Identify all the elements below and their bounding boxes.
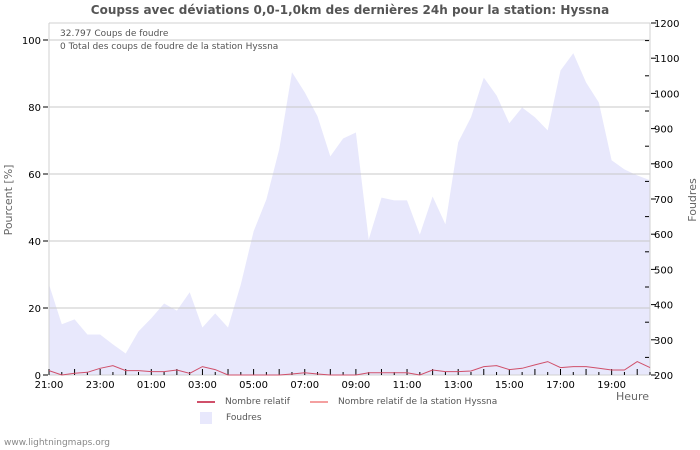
right-tick-label: 200 — [654, 371, 673, 382]
legend-strikes: Foudres — [197, 412, 262, 424]
legend-strikes-label: Foudres — [226, 413, 262, 423]
right-tick-label: 400 — [654, 301, 673, 312]
legend-station-relative: Nombre relatif de la station Hyssna — [310, 397, 497, 407]
legend-relative-swatch — [197, 401, 215, 403]
right-axis-title: Foudres — [686, 178, 699, 222]
legend-relative-label: Nombre relatif — [225, 397, 290, 407]
left-tick-label: 80 — [28, 103, 41, 114]
x-tick-label: 05:00 — [239, 380, 268, 391]
x-tick-label: 13:00 — [444, 380, 473, 391]
info-strike-count: 32.797 Coups de foudre — [60, 29, 169, 39]
x-tick-label: 09:00 — [341, 380, 370, 391]
relative-line — [48, 361, 651, 376]
right-tick-label: 1000 — [654, 89, 679, 100]
right-tick-label: 600 — [654, 230, 673, 241]
x-tick-label: 07:00 — [290, 380, 319, 391]
right-tick-label: 900 — [654, 125, 673, 136]
info-station-total: 0 Total des coups de foudre de la statio… — [60, 42, 279, 52]
right-tick-label: 300 — [654, 336, 673, 347]
legend-strikes-swatch — [200, 412, 212, 424]
left-tick-label: 60 — [28, 170, 41, 181]
right-tick-label: 800 — [654, 160, 673, 171]
left-axis-title: Pourcent [%] — [2, 165, 15, 236]
x-tick-label: 11:00 — [393, 380, 422, 391]
right-tick-label: 500 — [654, 265, 673, 276]
chart-title: Coupss avec déviations 0,0-1,0km des der… — [90, 3, 610, 17]
x-axis-title: Heure — [616, 390, 650, 403]
right-tick-label: 1100 — [654, 54, 679, 65]
strikes-area — [49, 53, 650, 376]
legend-relative: Nombre relatif — [197, 397, 290, 407]
left-tick-label: 0 — [35, 371, 41, 382]
x-tick-label: 21:00 — [35, 380, 64, 391]
left-tick-label: 100 — [22, 36, 41, 47]
x-tick-label: 15:00 — [495, 380, 524, 391]
x-tick-label: 19:00 — [597, 380, 626, 391]
footer-site: www.lightningmaps.org — [4, 438, 110, 448]
x-tick-label: 01:00 — [137, 380, 166, 391]
legend-station-label: Nombre relatif de la station Hyssna — [338, 397, 498, 407]
right-tick-label: 700 — [654, 195, 673, 206]
right-tick-label: 1200 — [654, 19, 679, 30]
x-tick-label: 23:00 — [86, 380, 115, 391]
left-tick-label: 40 — [28, 237, 41, 248]
x-tick-label: 17:00 — [546, 380, 575, 391]
left-tick-label: 20 — [28, 304, 41, 315]
legend-station-swatch — [310, 401, 328, 403]
x-tick-label: 03:00 — [188, 380, 217, 391]
